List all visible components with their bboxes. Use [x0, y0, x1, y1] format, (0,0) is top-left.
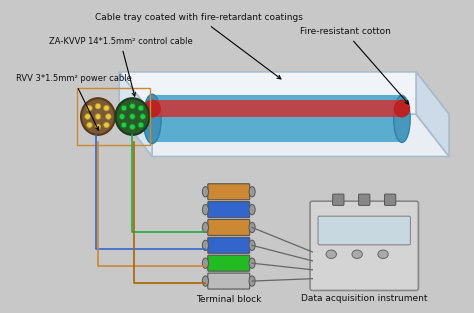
Ellipse shape: [352, 250, 362, 259]
FancyBboxPatch shape: [208, 273, 250, 289]
Ellipse shape: [87, 105, 92, 111]
FancyBboxPatch shape: [208, 184, 250, 200]
Ellipse shape: [85, 114, 91, 119]
FancyBboxPatch shape: [318, 216, 410, 245]
Polygon shape: [119, 72, 449, 114]
Ellipse shape: [121, 105, 127, 111]
FancyBboxPatch shape: [208, 219, 250, 235]
Text: Fire-resistant cotton: Fire-resistant cotton: [300, 27, 409, 104]
Ellipse shape: [143, 94, 161, 144]
FancyBboxPatch shape: [208, 202, 250, 218]
Ellipse shape: [249, 204, 255, 215]
Ellipse shape: [95, 114, 101, 119]
FancyBboxPatch shape: [358, 194, 370, 205]
Ellipse shape: [129, 124, 135, 130]
Ellipse shape: [119, 114, 125, 119]
FancyBboxPatch shape: [310, 201, 419, 290]
Ellipse shape: [249, 187, 255, 197]
Ellipse shape: [202, 240, 209, 250]
Ellipse shape: [144, 100, 161, 117]
Ellipse shape: [249, 258, 255, 268]
Ellipse shape: [326, 250, 337, 259]
Text: Cable tray coated with fire-retardant coatings: Cable tray coated with fire-retardant co…: [95, 13, 303, 79]
Ellipse shape: [104, 105, 109, 111]
Ellipse shape: [129, 114, 135, 119]
Polygon shape: [152, 100, 402, 116]
Ellipse shape: [138, 122, 144, 128]
FancyBboxPatch shape: [333, 194, 344, 205]
Ellipse shape: [394, 100, 410, 117]
Text: Terminal block: Terminal block: [196, 295, 261, 304]
Ellipse shape: [95, 124, 101, 130]
Ellipse shape: [104, 122, 109, 128]
Ellipse shape: [202, 222, 209, 233]
Text: Data acquisition instrument: Data acquisition instrument: [301, 294, 428, 303]
Ellipse shape: [138, 105, 144, 111]
Ellipse shape: [87, 122, 92, 128]
Ellipse shape: [378, 250, 388, 259]
Ellipse shape: [95, 103, 101, 109]
Polygon shape: [119, 114, 449, 156]
Ellipse shape: [394, 95, 410, 142]
FancyBboxPatch shape: [208, 255, 250, 271]
Ellipse shape: [106, 114, 111, 119]
Polygon shape: [119, 72, 152, 156]
Ellipse shape: [129, 103, 135, 109]
Ellipse shape: [249, 240, 255, 250]
Ellipse shape: [202, 204, 209, 215]
Text: ZA-KVVP 14*1.5mm² control cable: ZA-KVVP 14*1.5mm² control cable: [48, 37, 192, 96]
FancyBboxPatch shape: [384, 194, 396, 205]
Ellipse shape: [249, 222, 255, 233]
FancyBboxPatch shape: [208, 237, 250, 253]
Ellipse shape: [202, 258, 209, 268]
Ellipse shape: [249, 276, 255, 286]
Ellipse shape: [202, 276, 209, 286]
Ellipse shape: [81, 98, 115, 135]
Polygon shape: [152, 95, 402, 142]
Polygon shape: [416, 72, 449, 156]
Ellipse shape: [202, 187, 209, 197]
Ellipse shape: [116, 98, 149, 135]
Text: RVV 3*1.5mm² power cable: RVV 3*1.5mm² power cable: [16, 74, 131, 130]
Ellipse shape: [121, 122, 127, 128]
Ellipse shape: [140, 114, 146, 119]
